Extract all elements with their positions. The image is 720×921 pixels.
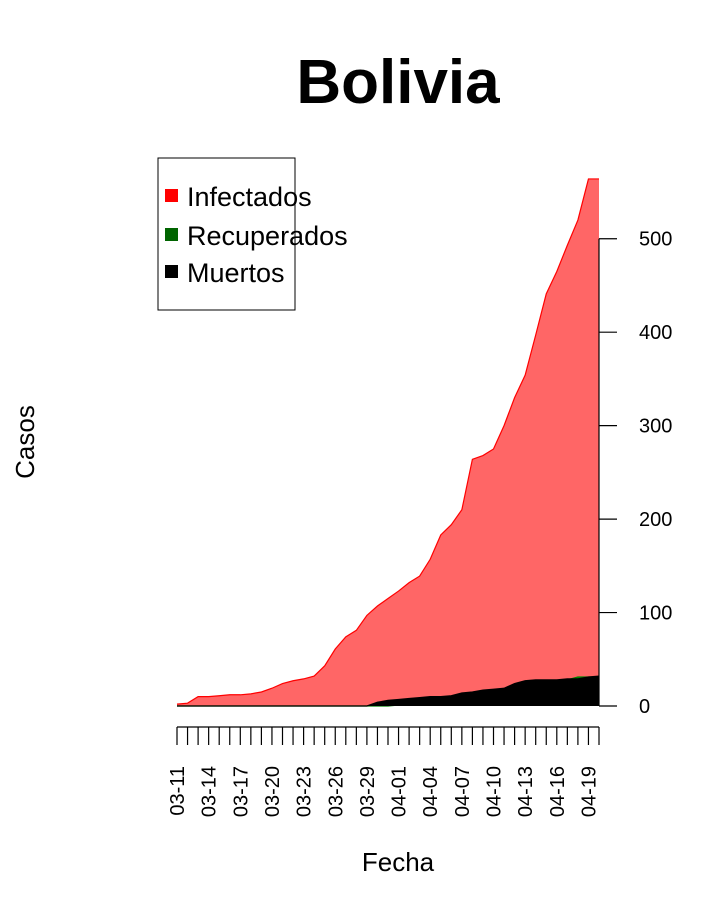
area-muertos bbox=[177, 676, 599, 706]
y-tick-label: 400 bbox=[639, 322, 672, 344]
legend-label-infectados: Infectados bbox=[187, 182, 312, 212]
x-tick-label: 03-14 bbox=[199, 766, 221, 817]
x-tick-label: 04-19 bbox=[578, 766, 600, 817]
y-tick-label: 200 bbox=[639, 509, 672, 531]
x-tick-label: 03-23 bbox=[294, 766, 316, 817]
legend-box bbox=[157, 157, 296, 311]
y-tick-label: 300 bbox=[639, 416, 672, 438]
x-axis: 03-11 03-14 03-17 03-20 03-23 03-26 03-29 04-01… bbox=[167, 726, 600, 817]
x-tick-label: 04-16 bbox=[547, 766, 569, 817]
x-tick-label: 03-29 bbox=[357, 766, 379, 817]
legend: Infectados Recuperados Muertos bbox=[157, 157, 348, 311]
x-tick-label: 04-13 bbox=[515, 766, 537, 817]
y-tick-label: 500 bbox=[639, 229, 672, 251]
series-line-muertos bbox=[177, 675, 600, 707]
legend-swatch-muertos bbox=[165, 265, 178, 278]
y-tick-label: 0 bbox=[639, 696, 650, 718]
x-tick-label: 03-11 bbox=[167, 766, 189, 816]
x-tick-label: 03-20 bbox=[262, 766, 284, 817]
x-axis-label: Fecha bbox=[362, 847, 435, 877]
x-tick-label: 04-01 bbox=[389, 766, 411, 817]
legend-swatch-infectados bbox=[165, 189, 178, 202]
chart-title: Bolivia bbox=[296, 48, 500, 117]
x-tick-label: 03-26 bbox=[325, 766, 347, 817]
y-axis-label: Casos bbox=[10, 405, 40, 479]
legend-swatch-recuperados bbox=[165, 228, 178, 241]
legend-label-muertos: Muertos bbox=[187, 258, 285, 288]
y-axis: 0 100 200 300 400 500 bbox=[598, 229, 672, 718]
x-tick-label: 04-10 bbox=[484, 766, 506, 817]
area-infectados bbox=[177, 178, 599, 706]
y-tick-label: 100 bbox=[639, 603, 672, 625]
area-layer bbox=[176, 178, 600, 707]
series-line-infectados bbox=[176, 178, 599, 705]
x-tick-label: 03-17 bbox=[230, 766, 252, 817]
x-tick-label: 04-04 bbox=[420, 766, 442, 817]
x-tick-label: 04-07 bbox=[452, 766, 474, 817]
legend-label-recuperados: Recuperados bbox=[187, 221, 348, 251]
